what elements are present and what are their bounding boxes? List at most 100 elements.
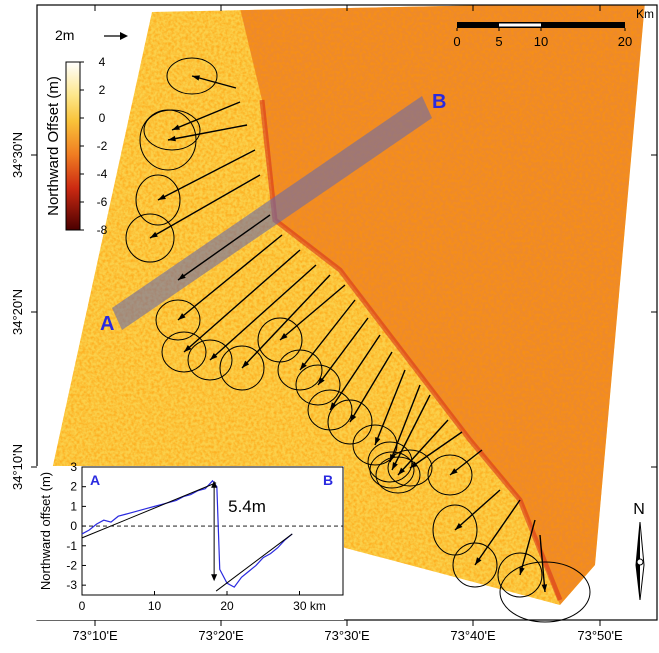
vector [279,284,346,341]
scale-bar-label: 10 [534,34,548,49]
vector-head [519,567,525,575]
vector-head [318,377,325,385]
x-tick-label: 73°30'E [324,628,370,643]
vector-head [184,344,192,352]
vector [157,149,256,201]
vector [167,124,248,141]
vector-head [150,231,158,238]
y-tick-label: 0 [70,519,77,533]
error-ellipse [499,561,591,623]
displacement-vectors [125,57,591,623]
vector [539,534,546,593]
vector [317,317,369,386]
vector-head [172,124,180,130]
colorbar-tick-label: -8 [97,223,108,237]
error-ellipse [219,345,265,391]
profile-label: A [100,313,114,335]
error-ellipse [327,399,373,445]
north-label: N [633,501,645,518]
vector [177,214,271,281]
vector-head [242,360,250,368]
x-tick-label: 30 km [293,599,326,613]
colorbar-tick-label: -2 [97,139,108,153]
error-ellipse [161,331,207,373]
vector [299,299,356,371]
vector [397,419,449,476]
vector-head [350,414,357,422]
vector-head [192,75,200,81]
vector-head [410,461,418,468]
vector-head [178,313,186,320]
colorbar-tick-label: 4 [99,55,106,69]
vector-head [280,333,288,340]
error-ellipse [387,449,433,487]
colorbar-tick-label: 0 [99,111,106,125]
scale-bar-label: 0 [453,34,460,49]
y-tick-label: 34°20'N [10,289,25,335]
colorbar-tick-label: -4 [97,167,108,181]
vector [241,274,331,369]
error-ellipse [135,174,181,226]
series-line [81,482,217,539]
annotation: B [323,472,333,488]
y-tick-label: 1 [70,499,77,513]
y-tick-label: 3 [70,460,77,474]
annotation: A [90,472,100,488]
offset-arrowhead [211,480,218,488]
vector-head [330,402,337,410]
error-ellipse [187,339,233,381]
x-tick-label: 10 [148,599,162,613]
vector-head [168,135,176,142]
vector [454,489,501,531]
inset-background [36,466,344,620]
x-tick-label: 73°50'E [577,628,623,643]
vector-scale-label: 2m [55,27,74,43]
scale-bar-label: 5 [495,34,502,49]
vector [329,334,381,411]
vector [183,249,301,353]
vector [389,384,421,463]
vector [474,499,521,566]
vector-head [398,467,406,475]
vector [209,264,317,361]
y-tick-label: -2 [66,558,77,572]
vector-head [158,194,166,200]
map-axes: 73°10'E 73°20'E 73°30'E 73°40'E 73°50'E 34°30… [10,5,657,643]
vector-head [210,352,218,360]
error-ellipse [139,109,197,171]
profile-band [112,96,432,330]
y-tick-label: -1 [66,539,77,553]
series-line [81,479,293,588]
y-tick-label: -3 [66,578,77,592]
x-tick-label: 73°20'E [198,628,244,643]
vector-head [455,522,463,530]
error-ellipse [295,364,341,406]
vector-head [300,362,307,370]
vector-head [475,557,482,565]
vector-scale-arrowhead [120,32,128,40]
scale-bar-label: 20 [618,34,632,49]
vector [149,174,261,239]
vector [409,431,463,469]
vector [374,369,406,446]
vector-head [375,437,381,445]
colorbar-title: Northward Offset (m) [45,76,62,216]
x-tick-label: 73°40'E [450,628,496,643]
inset-frame [81,466,344,596]
error-ellipse [125,213,175,263]
x-tick-label: 20 [220,599,234,613]
colorbar-tick-label: -6 [97,195,108,209]
series-line [215,533,293,592]
error-ellipse [375,456,421,494]
vector-head [392,462,398,470]
vector-head [541,584,548,592]
error-ellipse [277,349,323,391]
colorbar [65,61,81,231]
y-axis-label: Northward offset (m) [38,472,53,590]
error-ellipse [452,542,498,588]
x-tick-label: 0 [79,599,86,613]
error-ellipse [155,299,201,341]
vector-head [450,468,458,475]
